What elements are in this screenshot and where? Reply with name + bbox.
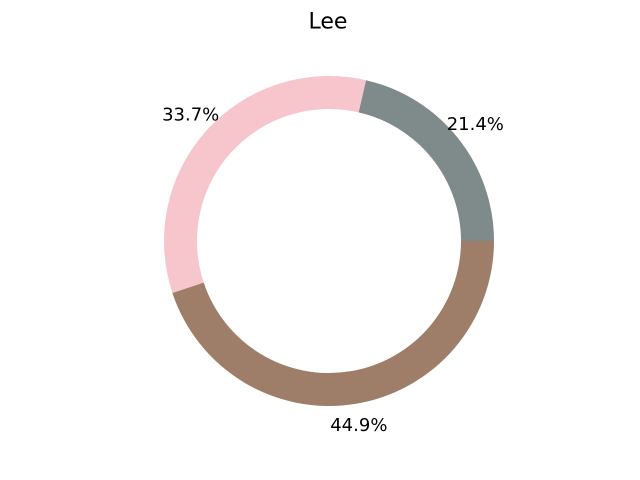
slice-label-2: 33.7%: [162, 105, 219, 126]
donut-slice-1: [358, 80, 494, 241]
labels-group: 21.4% 33.7% 44.9%: [162, 105, 504, 436]
slices-group: [164, 76, 494, 407]
slice-label-1: 21.4%: [447, 114, 504, 135]
donut-slice-2: [164, 76, 367, 293]
chart-title: Lee: [309, 10, 348, 35]
slice-label-3: 44.9%: [330, 415, 387, 436]
donut-slice-3: [172, 241, 494, 407]
